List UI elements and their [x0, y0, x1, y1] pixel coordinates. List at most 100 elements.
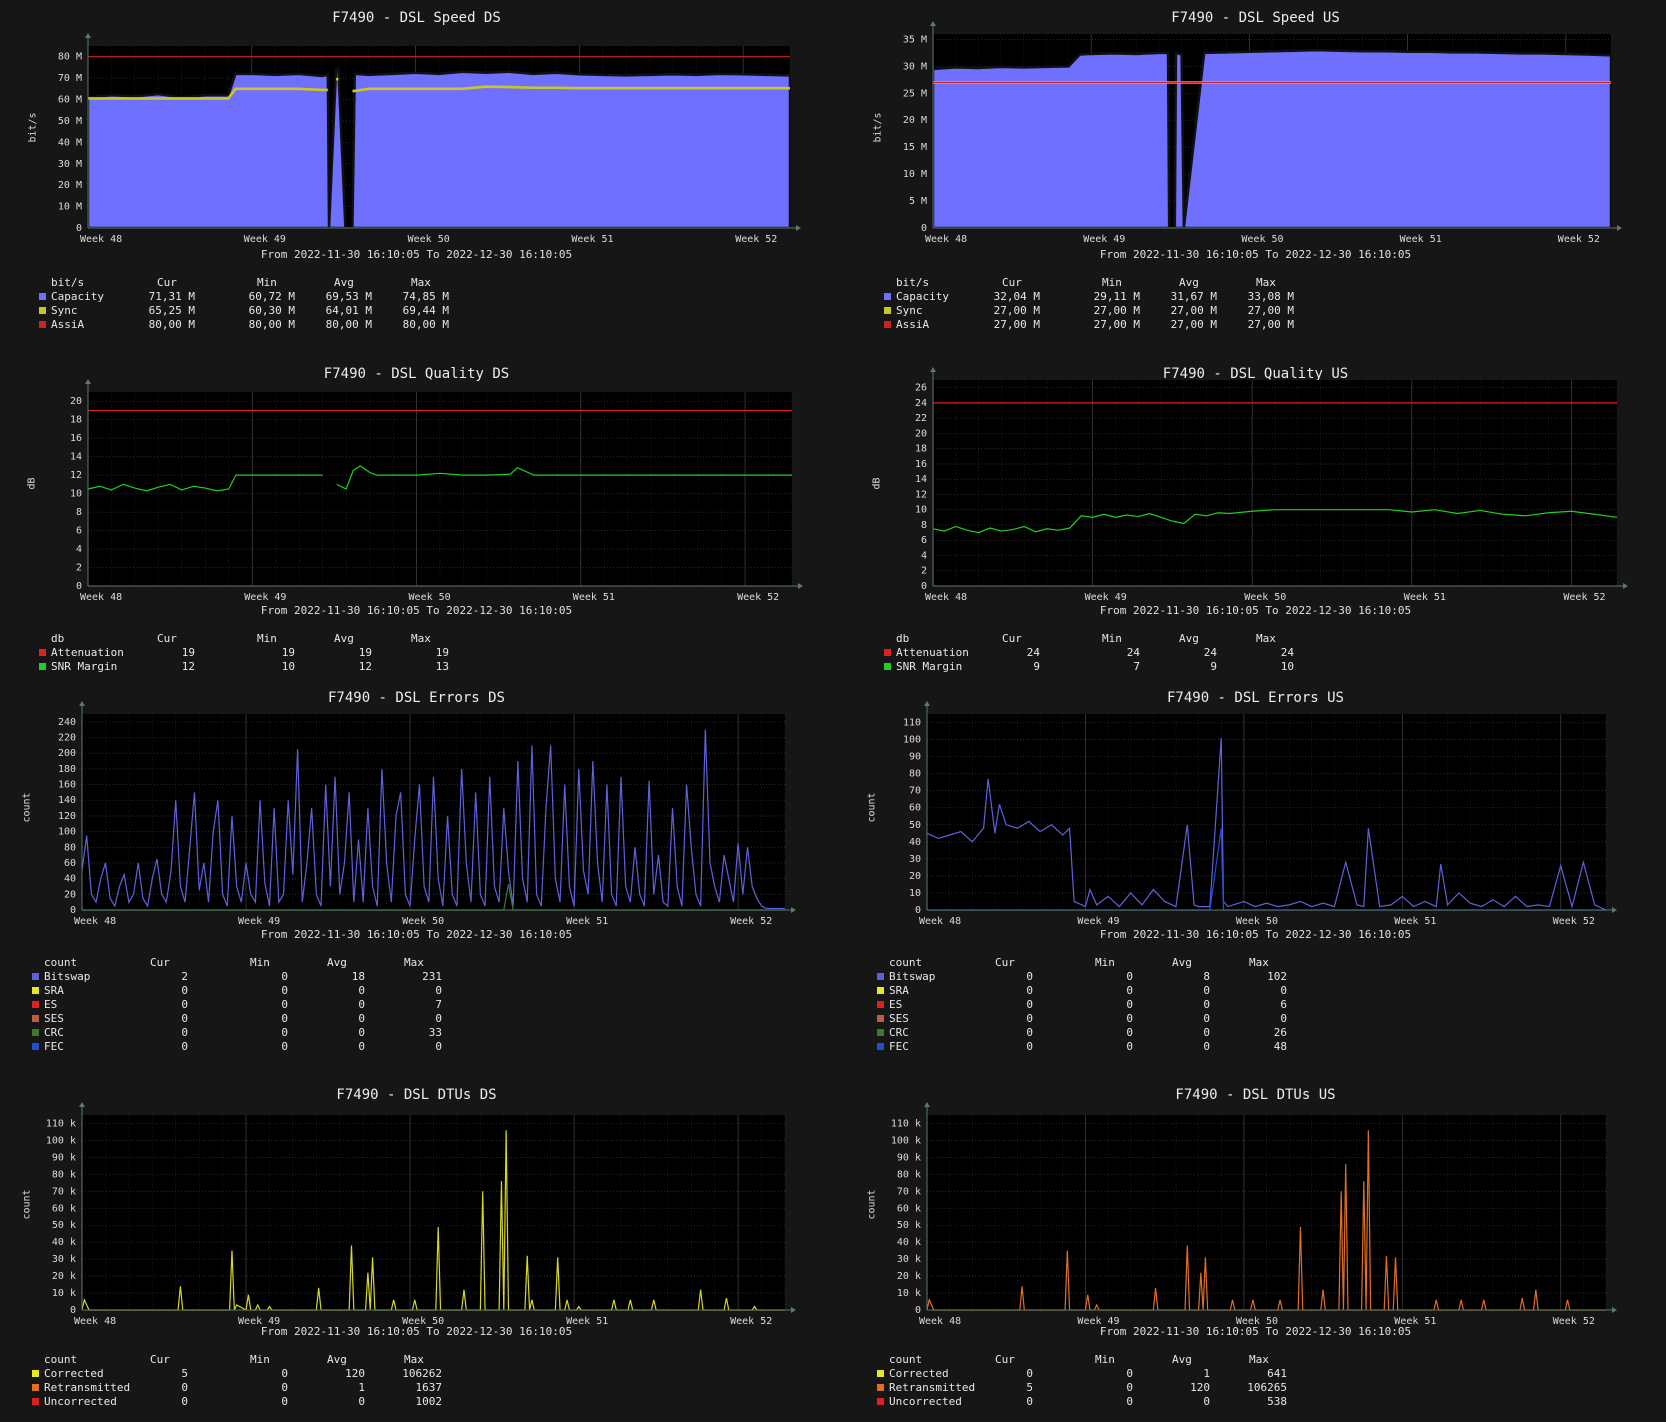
legend-column-header: Cur [995, 956, 1015, 969]
legend-column-header: Avg [327, 1353, 347, 1366]
legend-swatch [39, 293, 46, 300]
y-tick-label: 6 [921, 535, 927, 546]
legend-swatch [39, 649, 46, 656]
legend-column-header: Max [1256, 632, 1276, 645]
y-tick-label: 50 k [897, 1220, 921, 1231]
legend-unit: db [896, 632, 910, 645]
y-axis-arrow [85, 33, 91, 38]
legend-value: 9 [1033, 660, 1040, 673]
y-axis-arrow [924, 1102, 930, 1107]
legend-column-header: Cur [1002, 632, 1022, 645]
legend-value: 27,00 M [1093, 318, 1140, 331]
y-tick-label: 80 [909, 769, 921, 780]
legend-series-name: Bitswap [889, 970, 936, 983]
legend-value: 33,08 M [1247, 290, 1294, 303]
series-line-bitswap [926, 737, 1607, 911]
y-tick-label: 8 [76, 507, 82, 518]
x-tick-label: Week 52 [730, 1316, 772, 1327]
series-line-bitswap [81, 729, 785, 910]
y-tick-label: 30 M [58, 159, 82, 170]
legend-value: 24 [1280, 646, 1294, 659]
y-tick-label: 110 [903, 718, 921, 729]
legend-value: 0 [1026, 998, 1033, 1011]
legend-swatch [877, 1398, 884, 1405]
x-tick-label: Week 51 [1394, 916, 1436, 927]
legend-value: 0 [181, 998, 188, 1011]
legend-value: 19 [181, 646, 195, 659]
legend-value: 0 [1203, 1395, 1210, 1408]
legend-value: 65,25 M [148, 304, 195, 317]
legend-swatch [32, 1398, 39, 1405]
y-tick-label: 100 k [46, 1135, 76, 1146]
legend-unit: count [889, 1353, 923, 1366]
chart-title: F7490 - DSL Speed US [1171, 10, 1340, 26]
y-tick-label: 30 M [903, 61, 927, 72]
y-tick-label: 0 [915, 1305, 921, 1316]
y-tick-label: 60 [909, 803, 921, 814]
legend-swatch [877, 987, 884, 994]
legend-value: 0 [181, 1040, 188, 1053]
x-tick-label: Week 51 [1404, 592, 1446, 603]
y-tick-label: 10 M [58, 202, 82, 213]
y-tick-label: 100 [903, 735, 921, 746]
legend-column-header: Avg [1179, 632, 1199, 645]
legend-value: 27,00 M [1247, 318, 1294, 331]
y-tick-label: 25 M [903, 88, 927, 99]
legend-value: 0 [1126, 1040, 1133, 1053]
y-tick-label: 140 [58, 795, 76, 806]
legend-value: 1002 [415, 1395, 443, 1408]
legend-unit: count [889, 956, 923, 969]
legend-value: 31,67 M [1170, 290, 1217, 303]
legend-value: 0 [281, 1395, 288, 1408]
legend-column-header: Cur [995, 1353, 1015, 1366]
legend-swatch [877, 1043, 884, 1050]
y-tick-label: 40 M [58, 137, 82, 148]
legend-series-name: Retransmitted [44, 1381, 131, 1394]
legend-value: 0 [1026, 1040, 1033, 1053]
legend-column-header: Max [411, 632, 431, 645]
y-tick-label: 40 [64, 874, 76, 885]
legend-series-name: SRA [44, 984, 64, 997]
legend-swatch [884, 649, 891, 656]
legend-column-header: Max [1256, 276, 1276, 289]
legend-value: 12 [181, 660, 195, 673]
x-tick-label: Week 48 [74, 916, 116, 927]
date-range: From 2022-11-30 16:10:05 To 2022-12-30 1… [1099, 248, 1412, 261]
y-tick-label: 60 M [58, 95, 82, 106]
legend-value: 0 [1026, 1012, 1033, 1025]
legend-value: 0 [358, 984, 365, 997]
y-tick-label: 26 [915, 383, 927, 394]
legend-value: 7 [435, 998, 442, 1011]
x-tick-label: Week 52 [1558, 234, 1600, 245]
y-tick-label: 90 k [897, 1152, 921, 1163]
panel-errors-ds: F7490 - DSL Errors DS count 0 20 40 60 80 100… [0, 680, 833, 1060]
legend-series-name: SRA [889, 984, 909, 997]
legend-value: 27,00 M [1170, 304, 1217, 317]
y-tick-label: 6 [76, 526, 82, 537]
legend-value: 71,31 M [148, 290, 195, 303]
legend-value: 0 [181, 984, 188, 997]
x-tick-label: Week 52 [1553, 1316, 1595, 1327]
chart-plot: 0 10 M 20 M 30 M 40 M 50 M 60 M 70 M 80 M Week 48… [58, 33, 801, 245]
legend-value: 120 [345, 1367, 365, 1380]
x-tick-label: Week 48 [925, 234, 967, 245]
x-tick-label: Week 52 [737, 592, 779, 603]
legend-series-name: Attenuation [51, 646, 124, 659]
legend-series-name: ES [889, 998, 903, 1011]
legend-unit: count [44, 1353, 78, 1366]
legend-swatch [32, 987, 39, 994]
legend-value: 0 [1280, 984, 1287, 997]
chart-title: F7490 - DSL Quality DS [323, 366, 510, 382]
y-tick-label: 35 M [903, 34, 927, 45]
series-line-sync [88, 87, 328, 100]
x-axis-arrow [1612, 907, 1617, 913]
legend-swatch [32, 1043, 39, 1050]
legend-series-name: SNR Margin [896, 660, 963, 673]
legend-value: 0 [1026, 1026, 1033, 1039]
chart-plot: 0 2 4 6 8 10 12 14 16 18 20 Week 48 Week 49 Week 50 We… [70, 379, 803, 603]
y-tick-label: 10 [909, 888, 921, 899]
legend-value: 0 [1026, 1367, 1033, 1380]
x-tick-label: Week 50 [409, 592, 451, 603]
plot-background [82, 714, 785, 910]
legend-value: 0 [1026, 984, 1033, 997]
